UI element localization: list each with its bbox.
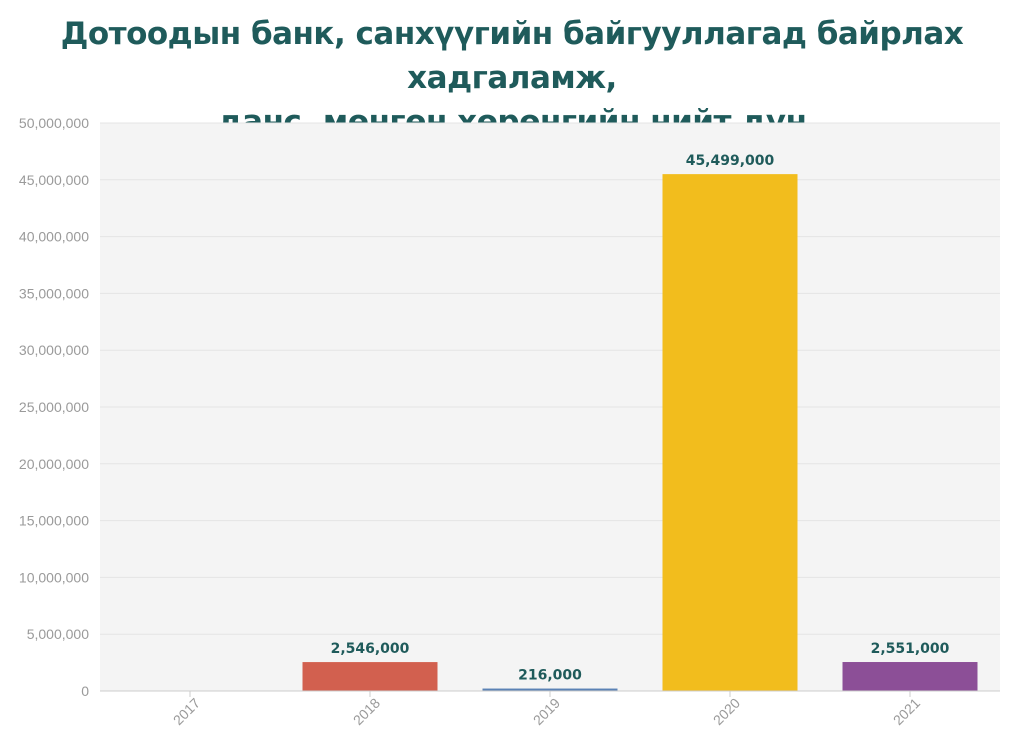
bar-2018 — [302, 662, 438, 691]
y-tick-label: 20,000,000 — [19, 456, 89, 472]
x-tick-label-2017: 2017 — [170, 695, 203, 728]
y-tick-label: 50,000,000 — [19, 115, 89, 131]
bar-2021 — [842, 662, 978, 691]
data-label-2021: 2,551,000 — [871, 641, 950, 657]
y-tick-label: 10,000,000 — [19, 569, 89, 585]
data-label-2019: 216,000 — [518, 668, 582, 684]
y-tick-label: 25,000,000 — [19, 399, 89, 415]
bar-2019 — [482, 688, 618, 691]
x-tick-label-2018: 2018 — [350, 695, 383, 728]
bars — [302, 174, 978, 692]
data-label-2020: 45,499,000 — [686, 153, 775, 169]
y-tick-label: 35,000,000 — [19, 285, 89, 301]
x-tick-label-2021: 2021 — [890, 695, 923, 728]
y-tick-label: 0 — [81, 683, 89, 699]
y-tick-label: 30,000,000 — [19, 342, 89, 358]
x-tick-label-2020: 2020 — [710, 695, 743, 728]
bar-2020 — [662, 174, 798, 692]
y-tick-label: 45,000,000 — [19, 172, 89, 188]
y-tick-label: 15,000,000 — [19, 513, 89, 529]
y-tick-label: 40,000,000 — [19, 229, 89, 245]
chart-title: Дотоодын банк, санхүүгийн байгууллагад б… — [0, 12, 1024, 144]
x-tick-label-2019: 2019 — [530, 695, 563, 728]
chart-title-line-1: Дотоодын банк, санхүүгийн байгууллагад б… — [60, 16, 964, 96]
y-tick-label: 5,000,000 — [27, 626, 89, 642]
data-labels: 2,546,000 216,000 45,499,000 2,551,000 — [331, 153, 950, 683]
x-axis: 2017 2018 2019 2020 2021 — [100, 690, 1000, 728]
data-label-2018: 2,546,000 — [331, 641, 410, 657]
y-axis: 0 5,000,000 10,000,000 15,000,000 20,000,000… — [19, 115, 89, 699]
